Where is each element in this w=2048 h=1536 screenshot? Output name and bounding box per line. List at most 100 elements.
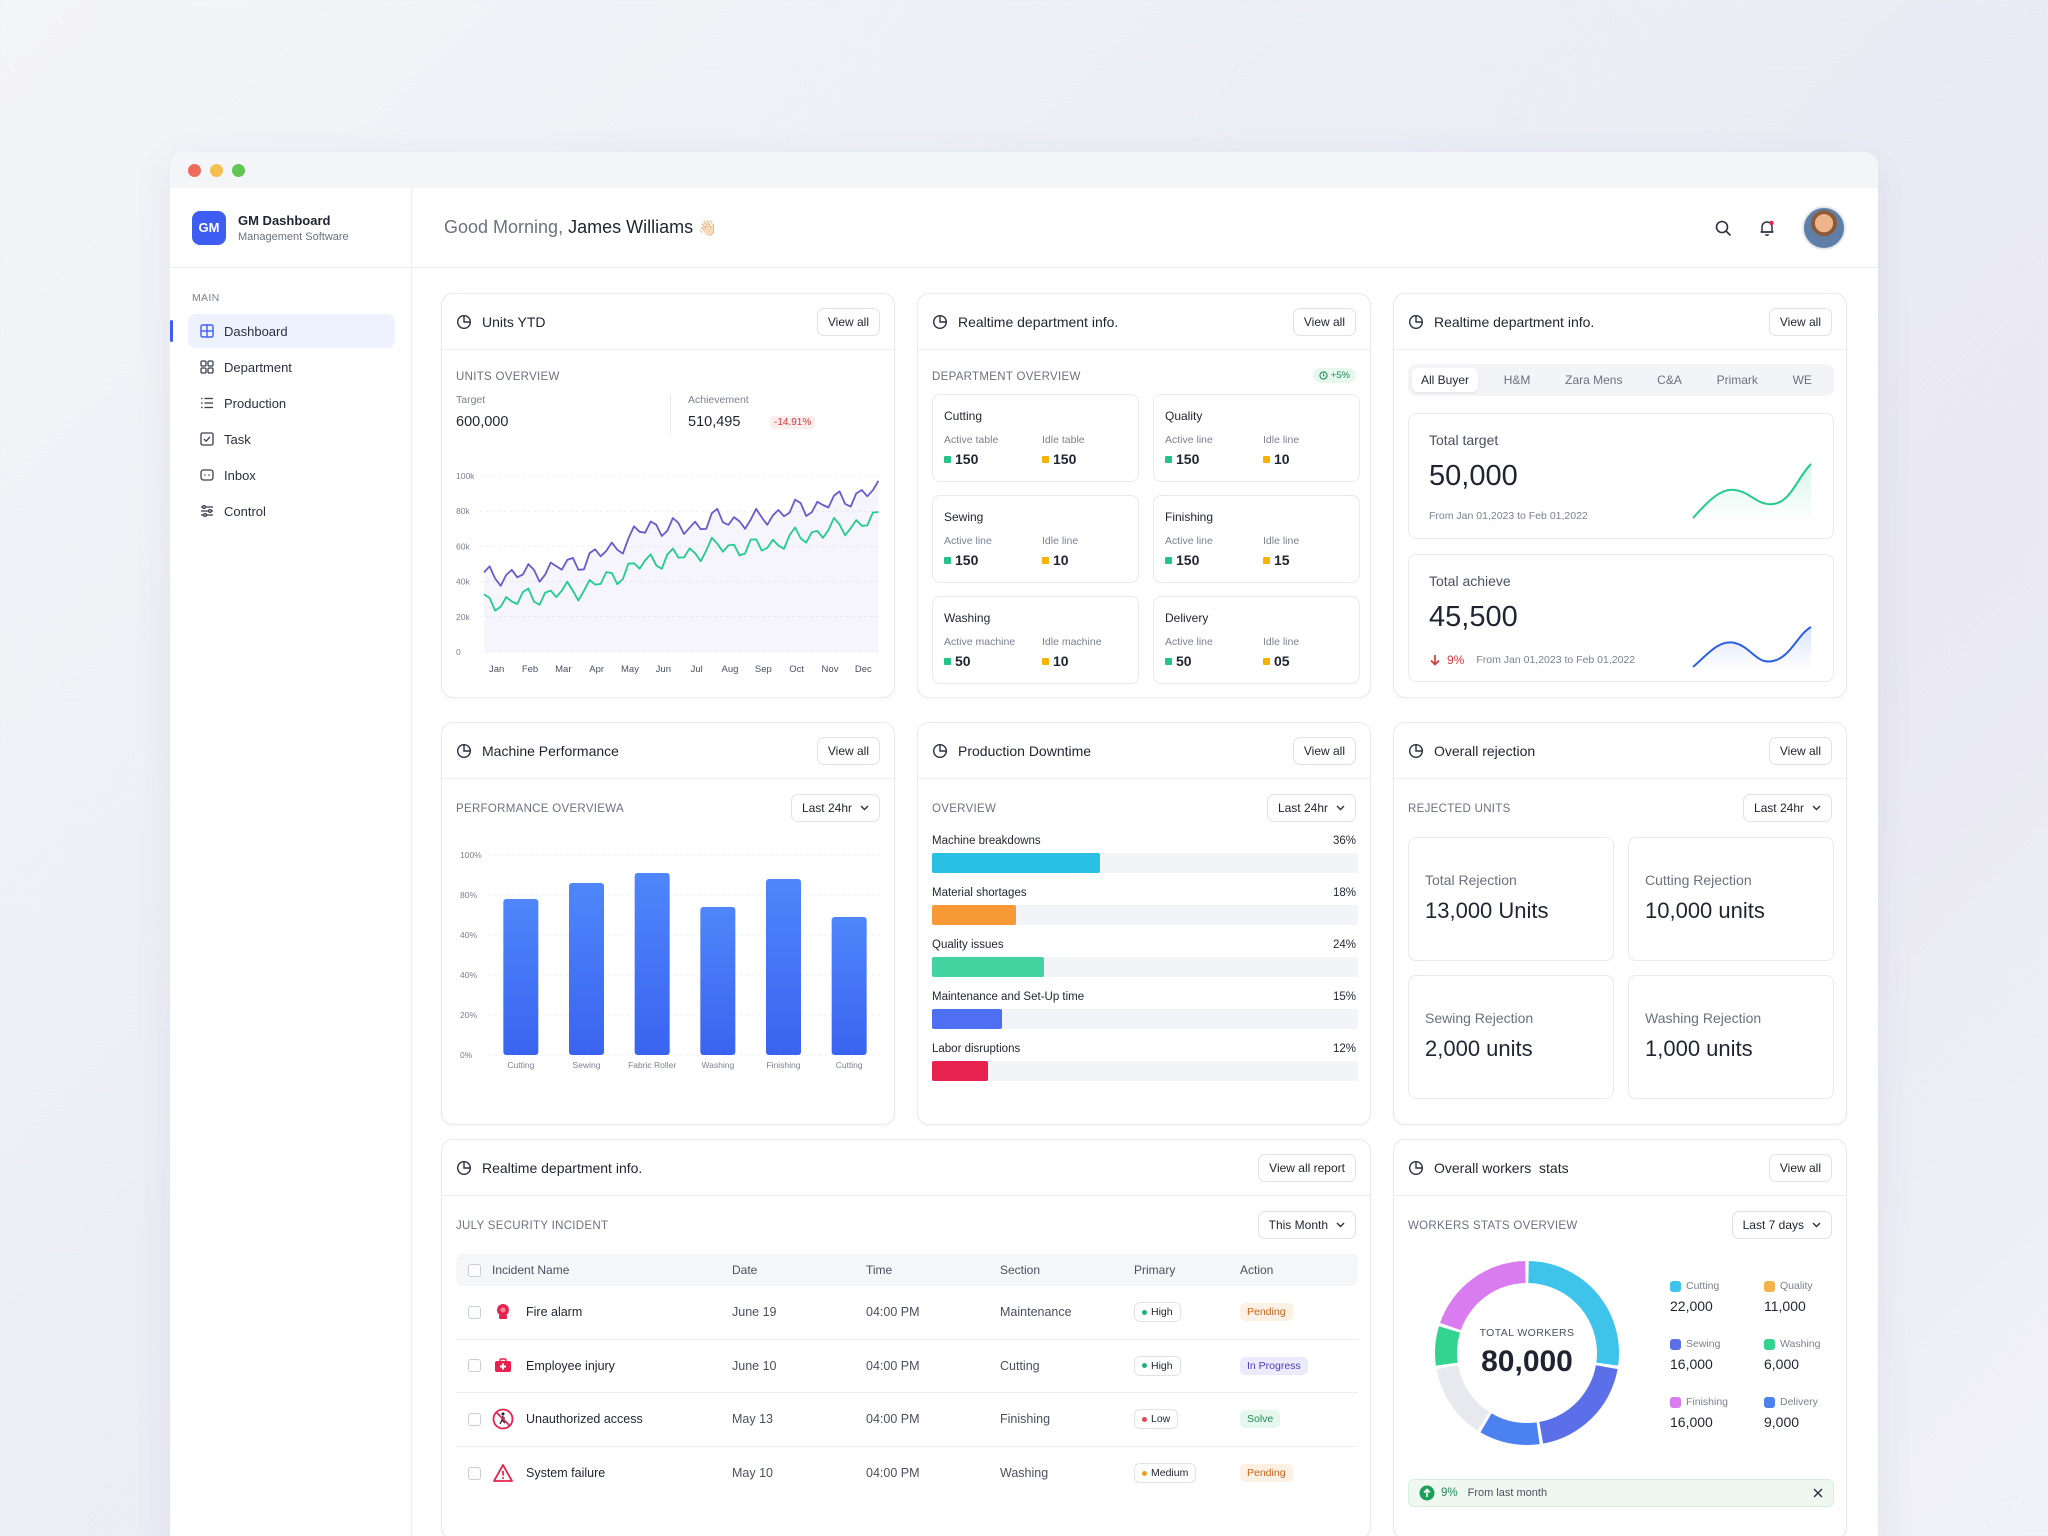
sidebar-item-dashboard[interactable]: Dashboard — [170, 314, 395, 348]
range-dropdown[interactable]: Last 7 days — [1731, 1211, 1832, 1239]
department-tile: Delivery Active line Idle line 50 05 — [1153, 596, 1360, 684]
tab-zara-mens[interactable]: Zara Mens — [1565, 373, 1623, 387]
close-dot[interactable] — [188, 163, 201, 177]
incident-time: 04:00 PM — [866, 1412, 920, 1427]
tab-all-buyer[interactable]: All Buyer — [1412, 368, 1479, 392]
card-header: Realtime department info. View all — [1394, 294, 1846, 350]
close-icon[interactable] — [1813, 1488, 1823, 1498]
brand-subtitle: Management Software — [238, 230, 349, 243]
range-dropdown[interactable]: Last 24hr — [790, 794, 880, 822]
no-entry-icon — [492, 1408, 514, 1430]
view-all-button[interactable]: View all — [816, 307, 880, 336]
y-tick-label: 80k — [456, 506, 470, 516]
sidebar-item-department[interactable]: Department — [188, 350, 395, 384]
select-all-checkbox[interactable] — [467, 1263, 481, 1277]
sidebar-item-inbox[interactable]: Inbox — [188, 458, 395, 492]
sidebar-item-production[interactable]: Production — [188, 386, 395, 420]
target-label: Target — [456, 394, 486, 406]
rejection-card: Overall rejection View all REJECTED UNIT… — [1393, 722, 1847, 1125]
pie-chart-icon — [456, 1160, 472, 1175]
status-badge[interactable]: Pending — [1240, 1464, 1293, 1483]
card-title: Realtime department info. — [958, 313, 1119, 330]
tab-hm[interactable]: H&M — [1503, 373, 1531, 387]
legend-label: Cutting — [1686, 1280, 1720, 1292]
incidents-card: Realtime department info. View all repor… — [441, 1139, 1371, 1536]
brand-name: GM Dashboard — [238, 212, 331, 228]
achieve-change-value: 9% — [1447, 653, 1465, 667]
legend-label: Sewing — [1686, 1338, 1721, 1350]
view-all-button[interactable]: View all — [1768, 307, 1832, 336]
total-achieve-label: Total achieve — [1429, 573, 1511, 589]
avatar[interactable] — [1802, 206, 1846, 250]
range-dropdown[interactable]: Last 24hr — [1266, 794, 1356, 822]
incident-name: System failure — [526, 1466, 606, 1481]
tab-primark[interactable]: Primark — [1716, 373, 1758, 387]
legend-item: Delivery 9,000 — [1764, 1396, 1818, 1430]
pie-chart-icon — [456, 743, 472, 758]
idle-value: 150 — [1042, 451, 1076, 467]
x-tick-label: Dec — [855, 664, 872, 675]
x-tick-label: Sewing — [573, 1060, 601, 1070]
active-label: Active table — [944, 434, 999, 446]
downtime-percent: 36% — [1332, 835, 1356, 847]
maximize-dot[interactable] — [232, 163, 245, 177]
y-tick-label: 100k — [456, 471, 475, 481]
downtime-track — [932, 1009, 1358, 1029]
idle-label: Idle machine — [1042, 636, 1102, 648]
x-tick-label: Jan — [489, 664, 504, 675]
action-cell: Pending — [1240, 1303, 1358, 1322]
chevron-down-icon — [1812, 1222, 1821, 1228]
view-all-button[interactable]: View all — [1292, 307, 1356, 336]
units-line-chart: 100k 80k 60k 40k 20k 0 Jan Feb Mar Apr May Jun Jul Au… — [456, 471, 880, 675]
checkbox-icon — [200, 432, 214, 446]
y-tick-label: 0% — [460, 1050, 473, 1060]
downtime-percent: 15% — [1332, 991, 1356, 1003]
status-badge[interactable]: Pending — [1240, 1303, 1293, 1322]
range-dropdown[interactable]: Last 24hr — [1742, 794, 1832, 822]
bar — [831, 917, 867, 1055]
divider — [670, 394, 671, 434]
yellow-marker — [1263, 455, 1270, 463]
grid-icon — [200, 324, 214, 338]
bell-icon[interactable] — [1758, 219, 1776, 237]
legend-swatch — [1670, 1338, 1681, 1350]
green-marker — [944, 455, 951, 463]
row-checkbox[interactable] — [467, 1466, 481, 1480]
target-date-range: From Jan 01,2023 to Feb 01,2022 — [1429, 510, 1588, 522]
incident-date: June 19 — [732, 1305, 777, 1320]
donut-slice — [1539, 1365, 1618, 1444]
tab-c-a[interactable]: C&A — [1657, 373, 1682, 387]
rejection-label: Washing Rejection — [1645, 1010, 1762, 1026]
card-subtitle: JULY SECURITY INCIDENT — [456, 1220, 609, 1232]
table-row: System failure May 10 04:00 PM Washing Mediu… — [456, 1447, 1358, 1501]
downtime-bar — [932, 905, 1016, 925]
sidebar-item-control[interactable]: Control — [188, 494, 395, 528]
card-subtitle: WORKERS STATS OVERVIEW — [1408, 1220, 1578, 1232]
row-checkbox[interactable] — [467, 1359, 481, 1373]
active-label: Active line — [1165, 636, 1213, 648]
range-dropdown[interactable]: This Month — [1257, 1211, 1356, 1239]
search-icon[interactable] — [1714, 219, 1732, 237]
row-checkbox[interactable] — [467, 1412, 481, 1426]
incident-name-cell: System failure — [492, 1463, 732, 1483]
target-sparkline — [1692, 463, 1812, 522]
sidebar-item-task[interactable]: Task — [188, 422, 395, 456]
idle-number: 10 — [1053, 552, 1069, 568]
tab-we[interactable]: WE — [1792, 373, 1812, 387]
incident-name: Unauthorized access — [526, 1412, 643, 1427]
active-value: 150 — [1165, 451, 1199, 467]
card-header: Realtime department info. View all repor… — [442, 1140, 1370, 1196]
rejection-value: 13,000 Units — [1425, 898, 1549, 923]
view-all-button[interactable]: View all — [1768, 1153, 1832, 1182]
row-checkbox[interactable] — [467, 1305, 481, 1319]
minimize-dot[interactable] — [210, 163, 223, 177]
view-all-report-button[interactable]: View all report — [1258, 1153, 1356, 1182]
idle-value: 10 — [1042, 552, 1069, 568]
active-number: 50 — [1176, 653, 1192, 669]
status-badge[interactable]: Solve — [1240, 1410, 1281, 1429]
range-dropdown-label: Last 24hr — [801, 801, 852, 815]
view-all-button[interactable]: View all — [816, 736, 880, 765]
view-all-button[interactable]: View all — [1292, 736, 1356, 765]
status-badge[interactable]: In Progress — [1240, 1356, 1308, 1375]
view-all-button[interactable]: View all — [1768, 736, 1832, 765]
